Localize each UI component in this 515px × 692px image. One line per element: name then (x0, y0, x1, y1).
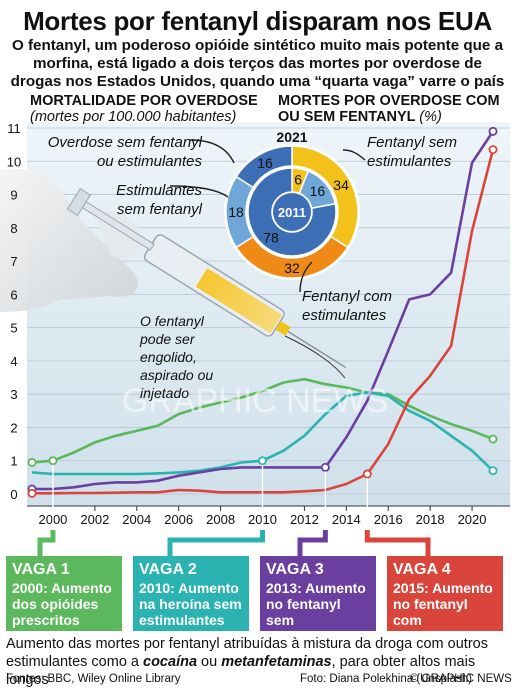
data-point-wave1 (27, 457, 37, 467)
photo-credit: Foto: Diana Polekhina (Unsplash) (300, 673, 472, 685)
label-overdose-none: Overdose sem fentanyl ou estimulantes (47, 134, 202, 170)
x-tick-label: 2018 (416, 512, 445, 527)
wave-4-title: VAGA 4 (393, 561, 451, 578)
data-point-wave3 (488, 126, 498, 136)
y-tick-label: 1 (10, 454, 17, 469)
data-point-wave1 (488, 434, 498, 444)
donut-value-label: 32 (284, 260, 300, 276)
page-title: Mortes por fentanyl disparam nos EUA (23, 6, 492, 36)
wave-1-text: 2000: Aumento dos opióides prescritos (12, 580, 112, 628)
syringe-illustration (0, 168, 347, 369)
data-point-wave4 (488, 145, 498, 155)
donut-slice-2011 (247, 167, 337, 257)
y-tick-label: 3 (10, 387, 17, 402)
y-tick-label: 10 (7, 154, 21, 169)
wave-connector-wave4 (364, 530, 431, 556)
wave-connector-wave2 (167, 530, 265, 556)
data-point-wave2 (257, 456, 267, 466)
wave-4-box: VAGA 4 2015: Aumento no fentanyl com est… (387, 556, 503, 644)
x-tick-label: 2020 (458, 512, 487, 527)
donut-chart: 34 32 18 16 6 16 78 2021 2011 (224, 129, 360, 280)
label-fentanyl-with-stimulants: Fentanyl com estimulantes (302, 288, 393, 324)
data-point-wave4 (27, 488, 37, 498)
y-tick-label: 5 (10, 321, 17, 336)
donut-heading: MORTES POR OVERDOSE COM OU SEM FENTANYL … (278, 93, 500, 125)
series-line-wave1 (31, 377, 494, 464)
y-axis-ticks: 0 1 2 3 4 5 6 7 8 9 10 11 (7, 121, 21, 502)
y-tick-label: 11 (7, 121, 21, 136)
wave-3-text: 2013: Aumento no fentanyl sem estimulant… (266, 580, 366, 644)
wave-connector-wave3 (297, 530, 328, 556)
y-tick-label: 4 (10, 354, 17, 369)
x-tick-label: 2008 (206, 512, 235, 527)
x-tick-label: 2004 (122, 512, 151, 527)
label-stimulants-no-fentanyl: Estimulantes sem fentanyl (116, 182, 202, 218)
x-tick-label: 2002 (80, 512, 109, 527)
x-tick-label: 2014 (332, 512, 361, 527)
donut-slice-2021 (235, 145, 293, 189)
label-fentanyl-no-stimulants: Fentanyl sem estimulantes (367, 134, 458, 170)
sources: Fontes: BBC, Wiley Online Library (6, 673, 181, 685)
donut-heading-line1: MORTES POR OVERDOSE COM (278, 93, 500, 109)
wave-1-box: VAGA 1 2000: Aumento dos opióides prescr… (6, 556, 122, 631)
footnote-em2: metanfetaminas (221, 654, 332, 670)
data-point-wave3 (320, 462, 330, 472)
data-point-wave2 (488, 466, 498, 476)
donut-value-label: 78 (263, 229, 279, 245)
footnote-mid: ou (197, 654, 222, 670)
wave-2-text: 2010: Aumento na heroína sem estimulante… (139, 580, 242, 628)
donut-year-inner: 2011 (278, 205, 306, 220)
x-tick-label: 2016 (374, 512, 403, 527)
footnote-pre: Aumento das mortes por fentanyl atribuíd… (6, 636, 488, 670)
y-tick-label: 7 (10, 254, 17, 269)
wave-3-title: VAGA 3 (266, 561, 324, 578)
wave-connectors (37, 464, 431, 556)
wave-3-box: VAGA 3 2013: Aumento no fentanyl sem est… (260, 556, 376, 644)
y-tick-label: 9 (10, 188, 17, 203)
footnote-post: , para obter altos mais longos (6, 654, 476, 688)
donut-year-outer: 2021 (276, 129, 307, 145)
donut-center (273, 193, 311, 231)
donut-heading-line2: OU SEM FENTANYL (278, 109, 416, 125)
page-subtitle: O fentanyl, um poderoso opióide sintétic… (10, 37, 505, 90)
y-tick-label: 6 (10, 287, 17, 302)
footnote-em1: cocaína (143, 654, 198, 670)
data-point-wave4 (362, 469, 372, 479)
x-tick-label: 2006 (164, 512, 193, 527)
mortality-heading-title: MORTALIDADE POR OVERDOSE (30, 93, 258, 109)
donut-heading-unit: (%) (419, 109, 442, 125)
wave-2-title: VAGA 2 (139, 561, 197, 578)
y-tick-label: 8 (10, 221, 17, 236)
mortality-heading-unit: (mortes por 100.000 habitantes) (30, 109, 237, 125)
y-tick-label: 0 (10, 487, 17, 502)
photo-callout: O fentanyl pode ser engolido, aspirado o… (140, 313, 214, 401)
mortality-heading: MORTALIDADE POR OVERDOSE (mortes por 100… (30, 93, 258, 125)
donut-leader-arrows (169, 139, 366, 379)
donut-value-label: 16 (257, 155, 273, 171)
donut-value-label: 16 (310, 183, 326, 199)
data-point-wave1 (48, 456, 58, 466)
wave-2-box: VAGA 2 2010: Aumento na heroína sem esti… (133, 556, 249, 631)
donut-value-label: 6 (294, 172, 302, 188)
x-tick-label: 2012 (290, 512, 319, 527)
footnote: Aumento das mortes por fentanyl atribuíd… (6, 635, 511, 689)
wave-connector-wave1 (37, 530, 56, 556)
x-axis-ticks: 2000 2002 2004 2006 2008 2010 2012 2014 2016 2018… (27, 505, 510, 527)
donut-value-label: 34 (333, 177, 349, 193)
wave-4-text: 2015: Aumento no fentanyl com estimulant… (393, 580, 493, 644)
watermark: GRAPHIC NEWS (122, 382, 388, 420)
copyright: © GRAPHIC NEWS (410, 673, 512, 685)
donut-value-label: 18 (228, 204, 244, 220)
y-tick-label: 2 (10, 420, 17, 435)
wave-1-title: VAGA 1 (12, 561, 70, 578)
